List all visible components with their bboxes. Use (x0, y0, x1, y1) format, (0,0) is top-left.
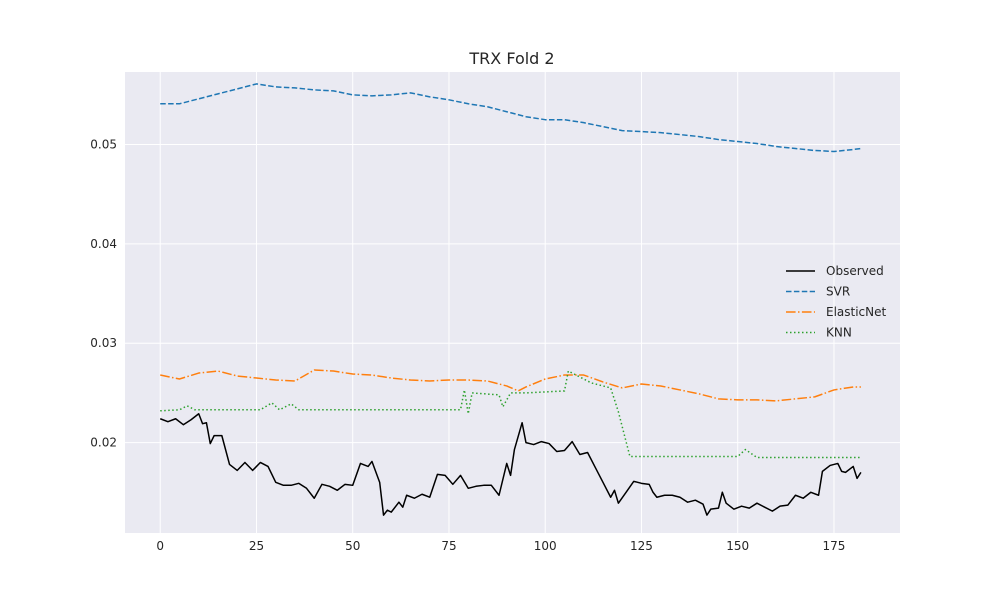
series-layer (159, 83, 862, 516)
y-tick-label: 0.04 (90, 237, 117, 251)
x-tick-label: 125 (630, 539, 653, 553)
series-line-observed (159, 413, 862, 516)
x-tick-label: 100 (534, 539, 557, 553)
chart-title: TRX Fold 2 (468, 49, 554, 68)
series-line-svr (160, 83, 862, 153)
y-tick-label: 0.02 (90, 436, 117, 450)
grid (125, 72, 900, 533)
legend: Observed SVR ElasticNet KNN (786, 264, 887, 340)
x-tick-label: 175 (823, 539, 846, 553)
plot-area (125, 72, 900, 533)
y-tick-label: 0.05 (90, 138, 117, 152)
x-tick-label: 150 (726, 539, 749, 553)
legend-label: KNN (826, 326, 852, 340)
legend-label: SVR (826, 285, 850, 299)
x-tick-label: 25 (249, 539, 264, 553)
legend-label: Observed (826, 264, 884, 278)
series-line-elasticnet (160, 369, 861, 402)
legend-label: ElasticNet (826, 305, 887, 319)
tick-labels: 0 25 50 75 100 125 150 175 0.02 0.03 0.04 0.05 (90, 138, 845, 553)
x-tick-label: 50 (345, 539, 360, 553)
y-tick-label: 0.03 (90, 336, 117, 350)
x-tick-label: 75 (441, 539, 456, 553)
x-tick-label: 0 (156, 539, 164, 553)
